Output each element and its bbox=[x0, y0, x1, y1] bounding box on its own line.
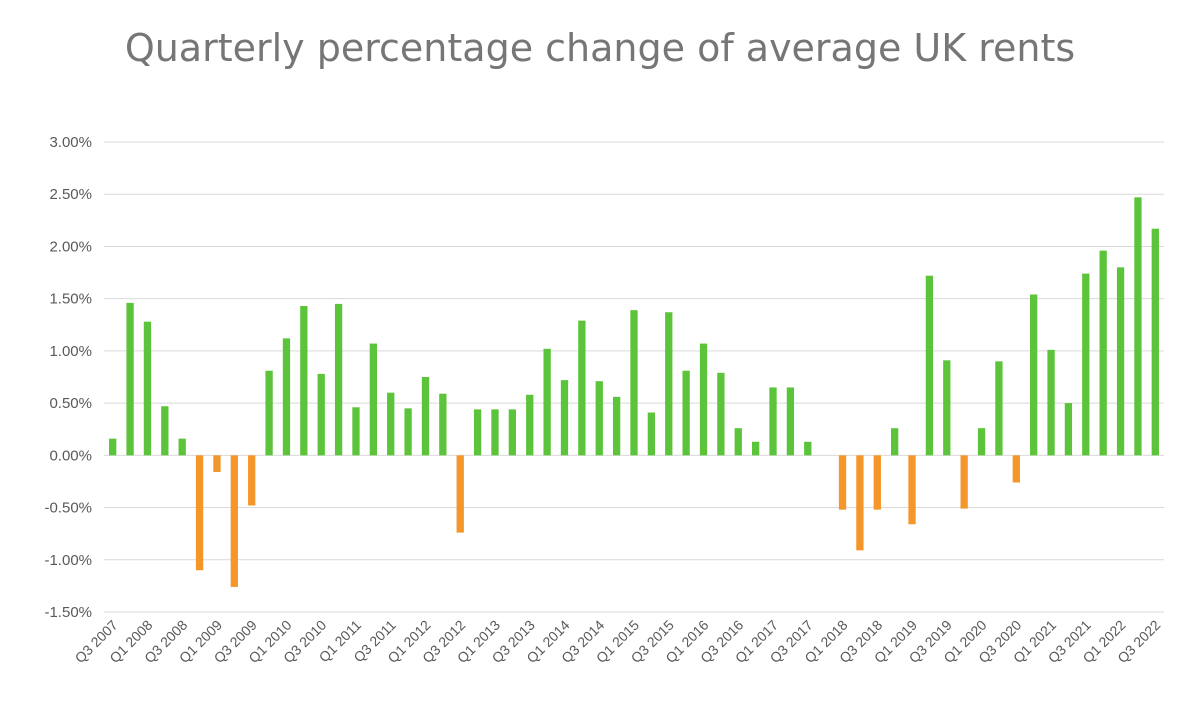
bar bbox=[560, 380, 569, 456]
bar bbox=[699, 343, 708, 456]
y-tick-label: -0.50% bbox=[44, 500, 92, 517]
bar bbox=[282, 338, 291, 456]
bar bbox=[925, 275, 934, 456]
bar bbox=[473, 409, 482, 456]
y-axis-tick-labels: -1.50% -1.00% -0.50% 0.00% 0.50% 1.00% 1.50% 2.… bbox=[44, 134, 92, 621]
bar bbox=[404, 408, 412, 456]
bar bbox=[612, 396, 621, 456]
bar bbox=[1099, 250, 1107, 456]
bar bbox=[682, 370, 690, 456]
y-tick-label: 1.50% bbox=[49, 291, 92, 308]
chart-title: Quarterly percentage change of average U… bbox=[124, 26, 1076, 70]
bar bbox=[265, 370, 273, 456]
bar bbox=[508, 409, 517, 456]
bar bbox=[786, 387, 795, 456]
bar bbox=[334, 303, 343, 456]
bar bbox=[595, 381, 603, 456]
bar bbox=[1047, 349, 1055, 456]
bar bbox=[161, 406, 169, 456]
bar bbox=[352, 407, 360, 456]
bar bbox=[526, 394, 534, 456]
bar bbox=[769, 387, 777, 456]
bar bbox=[943, 360, 951, 456]
bar bbox=[960, 455, 968, 509]
bar bbox=[1116, 267, 1125, 456]
bar bbox=[230, 455, 238, 587]
bar bbox=[977, 428, 986, 456]
bar bbox=[838, 455, 847, 510]
bar bbox=[908, 455, 916, 525]
bar bbox=[891, 428, 899, 456]
bar bbox=[213, 455, 221, 473]
bar bbox=[873, 455, 881, 510]
bar bbox=[665, 312, 673, 456]
bar bbox=[1151, 228, 1159, 456]
bar bbox=[248, 455, 256, 506]
bar bbox=[387, 392, 395, 456]
bar bbox=[1030, 294, 1038, 456]
bar bbox=[995, 361, 1003, 456]
bar bbox=[109, 438, 117, 456]
bar bbox=[1082, 273, 1090, 456]
bar bbox=[369, 343, 377, 456]
y-tick-label: 0.50% bbox=[49, 395, 92, 412]
bar bbox=[1012, 455, 1020, 483]
bar bbox=[491, 409, 499, 456]
bar bbox=[195, 455, 204, 571]
bar bbox=[456, 455, 464, 533]
bar bbox=[734, 428, 742, 456]
bar bbox=[1064, 403, 1073, 456]
y-tick-label: 1.00% bbox=[49, 343, 92, 360]
bar bbox=[717, 372, 725, 456]
bar bbox=[1134, 197, 1142, 456]
bars bbox=[109, 197, 1159, 587]
y-tick-label: 0.00% bbox=[49, 447, 92, 464]
bar bbox=[543, 348, 551, 456]
bar bbox=[578, 320, 586, 456]
y-tick-label: 2.50% bbox=[49, 186, 92, 203]
bar bbox=[439, 393, 447, 456]
bar bbox=[647, 412, 656, 456]
y-tick-label: -1.00% bbox=[44, 552, 92, 569]
y-tick-label: 3.00% bbox=[49, 134, 92, 151]
bar bbox=[300, 305, 308, 456]
y-tick-label: 2.00% bbox=[49, 238, 92, 255]
bar bbox=[143, 321, 152, 456]
bar bbox=[751, 441, 760, 456]
bar bbox=[804, 441, 812, 456]
bar bbox=[421, 377, 430, 456]
bar bbox=[126, 302, 134, 456]
bar bbox=[178, 438, 186, 456]
bar bbox=[856, 455, 864, 551]
y-tick-label: -1.50% bbox=[44, 604, 92, 621]
bar bbox=[317, 373, 325, 456]
bar bbox=[630, 310, 638, 456]
